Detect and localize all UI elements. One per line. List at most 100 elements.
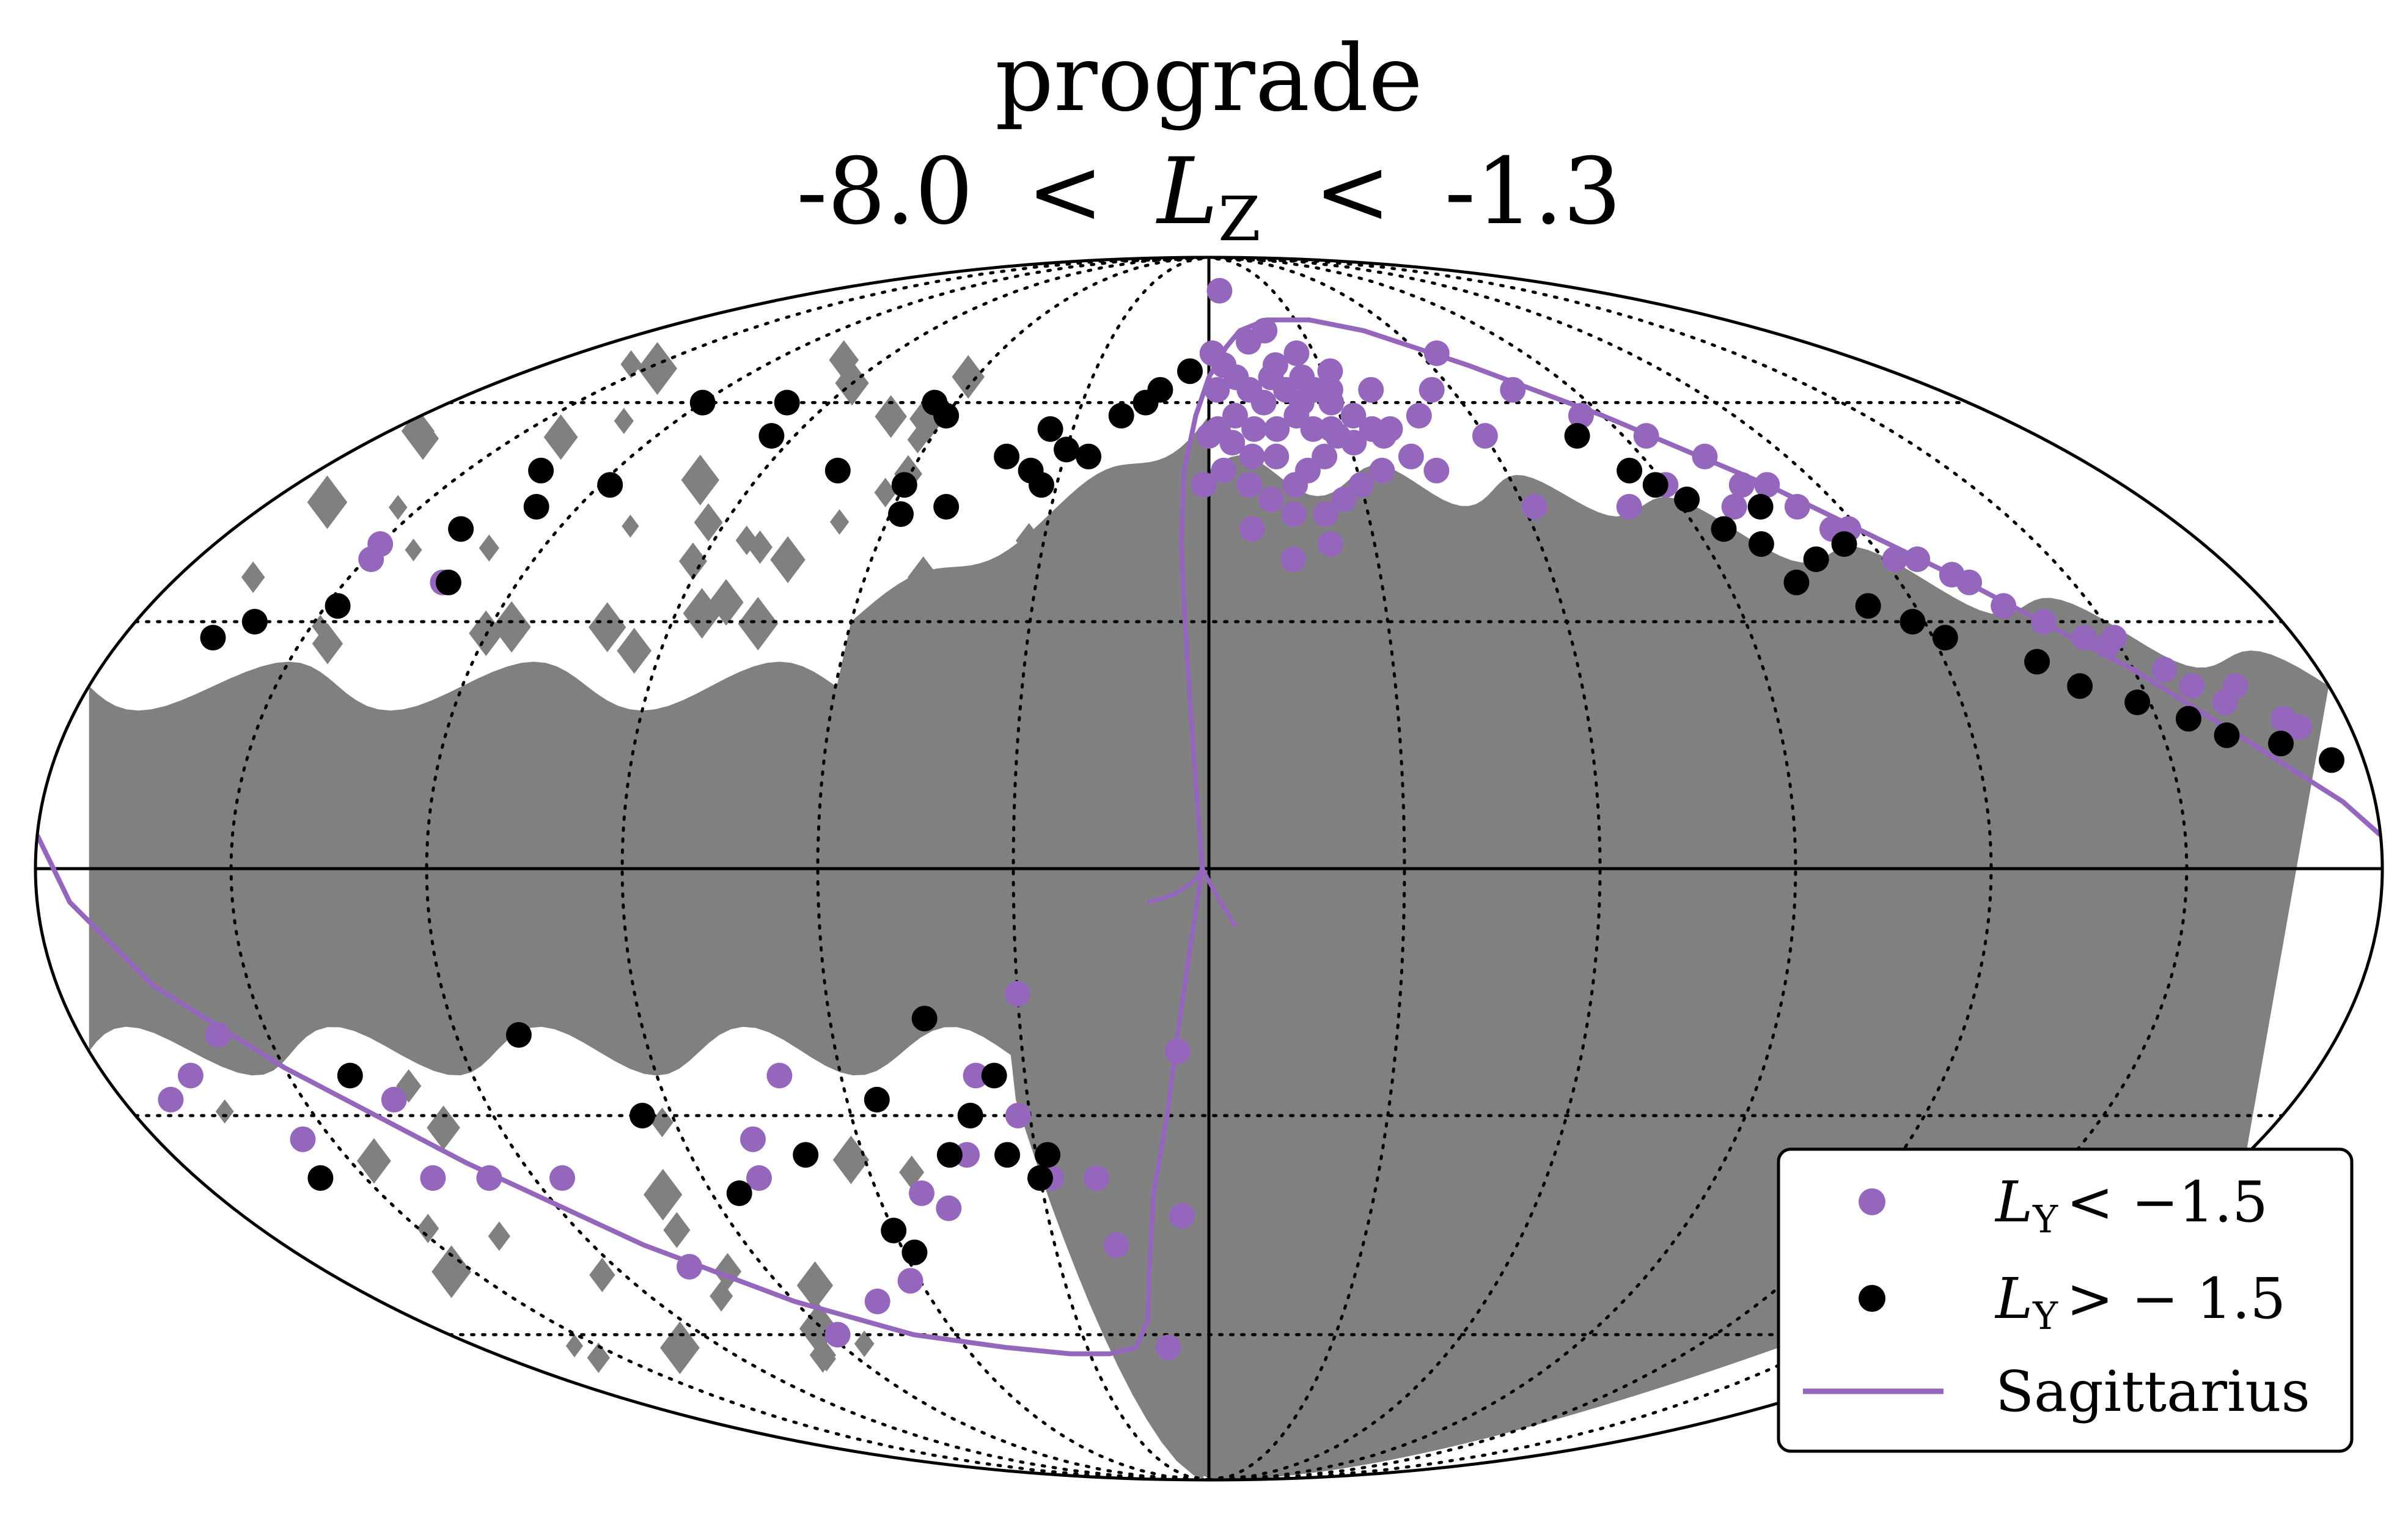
graticule-meridian <box>1207 257 1797 1480</box>
point-ly-low <box>2071 625 2097 651</box>
point-ly-low <box>1692 443 1718 469</box>
sagittarius-cusp <box>1147 864 1238 928</box>
point-ly-high <box>824 457 851 484</box>
point-ly-high <box>307 1165 334 1191</box>
chart-subtitle: -8.0 < LZ < -1.3 <box>796 139 1621 262</box>
point-ly-low <box>1196 423 1222 449</box>
coverage-patch <box>738 597 779 650</box>
lz-var: L <box>1155 139 1218 245</box>
point-ly-high <box>1617 457 1643 484</box>
legend-marker-black <box>1859 1285 1885 1312</box>
coverage-patch <box>681 454 719 506</box>
point-ly-low <box>2222 673 2248 699</box>
point-ly-low <box>1258 487 1284 512</box>
point-ly-low <box>1005 1103 1031 1128</box>
point-ly-high <box>881 1218 907 1243</box>
legend-label-sagittarius: Sagittarius <box>1995 1359 2310 1424</box>
point-ly-low <box>1358 377 1384 403</box>
point-ly-low <box>1312 443 1338 469</box>
point-ly-low <box>1280 546 1306 572</box>
point-ly-low <box>2179 673 2205 699</box>
coverage-patch <box>770 536 806 583</box>
point-ly-low <box>1318 416 1345 442</box>
point-ly-low <box>1331 487 1357 512</box>
coverage-patch <box>683 588 721 639</box>
point-ly-low <box>824 1322 851 1348</box>
coverage-patch <box>492 601 531 653</box>
map-outline <box>34 256 2384 1482</box>
coverage-patch <box>215 1099 234 1124</box>
legend-marker-purple <box>1859 1188 1885 1215</box>
point-ly-high <box>2124 690 2151 715</box>
point-ly-high <box>2067 673 2093 699</box>
point-ly-low <box>1204 377 1230 403</box>
coverage-patch <box>907 425 928 454</box>
point-ly-low <box>1084 1165 1109 1191</box>
point-ly-low <box>1377 416 1403 442</box>
point-ly-low <box>1283 340 1310 366</box>
coverage-intrusion-upper-left <box>829 416 1209 719</box>
point-ly-low <box>1419 377 1445 403</box>
point-ly-low <box>1633 423 1659 449</box>
point-ly-high <box>2024 649 2050 675</box>
coverage-patch <box>974 610 996 639</box>
coverage-patch <box>479 534 499 562</box>
point-ly-low <box>1289 364 1315 391</box>
point-ly-high <box>758 423 785 449</box>
point-ly-low <box>1721 494 1747 520</box>
point-ly-low <box>1348 472 1375 498</box>
sky-coverage-mask <box>89 340 2329 1480</box>
point-ly-low <box>1991 593 2017 619</box>
point-ly-low <box>1211 457 1237 484</box>
coverage-patch <box>1070 1098 1091 1126</box>
series-ly-low <box>158 278 2313 1361</box>
point-ly-low <box>963 1062 989 1089</box>
point-ly-low <box>1939 562 1965 588</box>
point-ly-high <box>901 1239 928 1265</box>
coverage-patch <box>312 623 343 664</box>
point-ly-low <box>746 1165 772 1191</box>
point-ly-low <box>1004 981 1030 1007</box>
graticule <box>35 257 2382 1480</box>
point-ly-low <box>1522 494 1547 520</box>
point-ly-high <box>241 609 268 635</box>
point-ly-low <box>2101 625 2127 651</box>
point-ly-low <box>1340 403 1367 429</box>
coverage-patch <box>796 1261 834 1310</box>
coverage-patch <box>829 509 850 535</box>
point-ly-high <box>1027 1165 1053 1191</box>
point-ly-low <box>205 1022 231 1048</box>
coverage-patch <box>307 475 348 529</box>
coverage-patch <box>832 1135 870 1185</box>
point-ly-high <box>505 1022 532 1048</box>
point-ly-high <box>2175 705 2201 732</box>
point-ly-low <box>1317 377 1343 403</box>
point-ly-high <box>1054 436 1079 463</box>
point-ly-low <box>740 1126 766 1152</box>
coverage-patch <box>663 1212 691 1248</box>
point-ly-low <box>1568 403 1594 429</box>
point-ly-high <box>864 1086 890 1113</box>
coverage-patch <box>431 1245 471 1298</box>
point-ly-low <box>1728 472 1755 498</box>
point-ly-high <box>1076 443 1102 469</box>
point-ly-high <box>1674 487 1700 512</box>
point-ly-high <box>1783 569 1810 595</box>
coverage-patch <box>651 1107 674 1138</box>
sagittarius-line <box>35 834 1205 1356</box>
point-ly-low <box>1264 416 1290 442</box>
point-ly-high <box>888 501 914 527</box>
point-ly-high <box>933 403 960 429</box>
point-ly-high <box>774 389 800 416</box>
point-ly-high <box>2268 730 2294 757</box>
point-ly-low <box>1472 423 1498 449</box>
coverage-patch <box>587 1342 610 1374</box>
point-ly-low <box>1252 317 1278 344</box>
point-ly-low <box>177 1062 204 1089</box>
point-ly-low <box>766 1062 793 1089</box>
coverage-patch <box>241 561 265 593</box>
point-ly-low <box>2031 609 2057 635</box>
lz-lt2: < <box>1314 139 1391 245</box>
point-ly-low <box>1406 403 1432 429</box>
series-ly-high <box>200 358 2344 1265</box>
